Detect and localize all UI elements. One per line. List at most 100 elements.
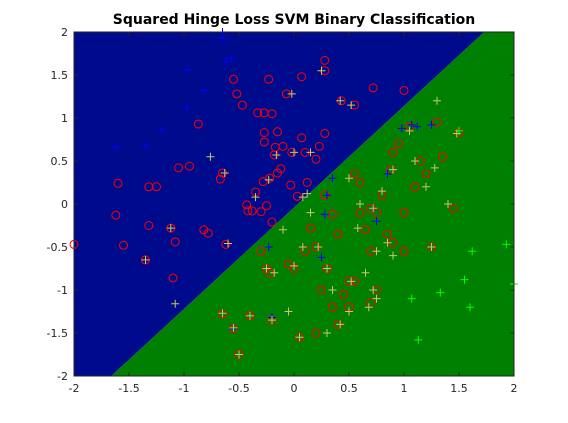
data-point-circle: [253, 108, 263, 118]
data-point-plus: [199, 86, 208, 95]
data-point-plus: [411, 157, 419, 165]
data-point-circle: [320, 128, 330, 138]
data-point-circle: [449, 203, 458, 213]
data-point-plus: [272, 150, 281, 159]
data-point-plus: [224, 239, 232, 248]
y-tick-label: -1: [57, 284, 68, 297]
data-point-plus: [171, 299, 180, 308]
data-point-circle: [410, 182, 420, 192]
y-tick-label: 1.5: [51, 69, 69, 82]
data-point-plus: [372, 294, 381, 303]
data-point-plus: [468, 247, 477, 256]
data-point-circle: [361, 225, 370, 235]
data-point-plus: [141, 255, 150, 264]
data-point-plus: [317, 66, 326, 75]
data-point-circle: [311, 328, 321, 338]
data-point-plus: [378, 187, 386, 196]
data-point-plus: [407, 294, 416, 303]
data-point-circle: [232, 89, 242, 99]
data-point-circle: [185, 161, 194, 171]
data-point-circle: [243, 206, 253, 216]
data-point-plus: [336, 320, 345, 329]
data-point-plus: [389, 165, 397, 174]
data-point-plus: [314, 243, 323, 251]
data-point-plus: [356, 200, 364, 208]
data-point-plus: [229, 323, 238, 332]
x-tick-label: 1: [401, 382, 408, 395]
data-point-circle: [113, 178, 123, 188]
data-point-plus: [182, 103, 191, 112]
data-point-circle: [292, 191, 302, 201]
data-point-plus: [323, 191, 331, 200]
y-axis: -2 -1.5 -1 -0.5 0 0.5 1 1.5 2: [47, 26, 514, 383]
data-point-plus: [427, 243, 436, 251]
data-point-plus: [347, 277, 356, 286]
data-point-circle: [314, 141, 324, 151]
data-point-plus: [284, 307, 293, 316]
data-point-circle: [388, 147, 398, 157]
data-point-plus: [347, 101, 356, 110]
y-tick-label: 0.5: [51, 155, 69, 168]
data-point-plus: [220, 169, 229, 178]
data-point-circle: [317, 285, 326, 295]
data-point-plus: [383, 169, 392, 178]
data-point-plus: [430, 163, 439, 172]
data-point-circle: [421, 169, 431, 179]
data-point-plus: [306, 208, 315, 217]
data-point-plus: [345, 307, 353, 316]
data-point-plus: [397, 124, 406, 133]
data-point-plus: [407, 120, 416, 129]
data-point-plus: [323, 264, 331, 273]
data-point-plus: [444, 200, 452, 208]
data-point-plus: [298, 243, 307, 251]
data-point-plus: [270, 268, 279, 277]
data-point-circle: [355, 208, 365, 218]
data-point-plus: [328, 174, 337, 183]
data-point-circle: [264, 74, 274, 84]
plot-area: [69, 28, 518, 377]
data-point-plus: [345, 174, 353, 183]
data-point-circle: [297, 72, 307, 82]
data-point-plus: [264, 175, 273, 184]
data-point-circle: [273, 127, 282, 137]
data-point-circle: [350, 169, 359, 179]
data-point-plus: [452, 129, 461, 138]
data-point-plus: [328, 286, 337, 294]
data-point-circle: [284, 259, 293, 269]
y-tick-label: 0: [61, 198, 68, 211]
data-point-plus: [369, 204, 378, 213]
data-point-plus: [353, 224, 362, 233]
data-point-circle: [306, 223, 315, 233]
data-point-circle: [170, 237, 180, 247]
y-tick-label: -2: [57, 370, 68, 383]
data-point-plus: [262, 264, 271, 273]
data-point-plus: [336, 96, 345, 105]
data-point-circle: [193, 119, 203, 129]
data-point-circle: [286, 180, 296, 190]
x-tick-label: 0: [291, 382, 298, 395]
data-point-circle: [221, 239, 231, 249]
data-point-plus: [218, 309, 227, 318]
data-point-circle: [355, 178, 365, 187]
data-point-circle: [262, 201, 271, 211]
data-point-plus: [436, 288, 445, 297]
data-point-plus: [279, 225, 287, 234]
data-point-circle: [383, 229, 392, 239]
y-tick-label: -0.5: [47, 241, 68, 254]
data-point-circle: [256, 207, 266, 217]
x-tick-label: -1: [179, 382, 190, 395]
data-point-plus: [320, 210, 329, 219]
data-point-circle: [394, 139, 403, 149]
region-class-b: [111, 32, 515, 376]
data-point-plus: [364, 303, 373, 312]
data-point-circle: [152, 182, 161, 192]
data-point-plus: [268, 316, 276, 325]
data-point-circle: [399, 85, 409, 95]
x-tick-label: 2: [511, 382, 518, 395]
data-point-circle: [399, 246, 409, 256]
data-point-plus: [414, 335, 423, 344]
data-point-plus: [389, 251, 397, 260]
x-tick-label: -0.5: [228, 382, 249, 395]
data-point-plus: [158, 126, 166, 135]
